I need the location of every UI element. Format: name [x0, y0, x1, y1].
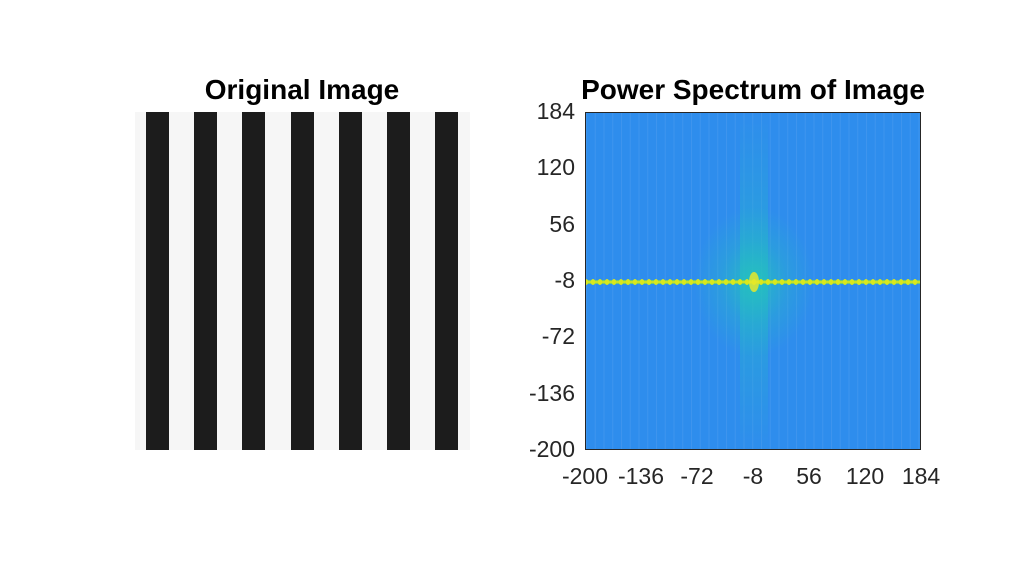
spectrum-peak — [793, 279, 799, 285]
spectrum-peak — [912, 279, 918, 285]
spectrum-peak — [590, 279, 596, 285]
spectrum-peak — [863, 279, 869, 285]
spectrum-peak — [814, 279, 820, 285]
spectrum-peak — [870, 279, 876, 285]
y-tick-label: 184 — [536, 98, 575, 124]
spectrum-peak — [765, 279, 771, 285]
spectrum-peak — [632, 279, 638, 285]
spectrum-peak — [884, 279, 890, 285]
spectrum-dc-peak — [749, 272, 759, 292]
spectrum-peak — [779, 279, 785, 285]
y-tick-label: -136 — [528, 379, 575, 406]
spectrum-peak — [667, 279, 673, 285]
spectrum-peak — [681, 279, 687, 285]
spectrum-peak — [905, 279, 911, 285]
stripe — [146, 112, 169, 450]
spectrum-peak — [716, 279, 722, 285]
x-tick-label: 184 — [901, 463, 941, 489]
y-tick-label: -72 — [541, 323, 575, 350]
spectrum-peak — [842, 279, 848, 285]
spectrum-peak — [821, 279, 827, 285]
y-tick-label: 120 — [536, 154, 575, 181]
stripe — [290, 112, 314, 450]
spectrum-peak — [856, 279, 862, 285]
spectrum-peak — [807, 279, 813, 285]
original-image-title: Original Image — [204, 74, 400, 105]
spectrum-peak — [758, 279, 764, 285]
spectrum-peak — [702, 279, 708, 285]
spectrum-peak — [597, 279, 603, 285]
spectrum-peak — [586, 279, 589, 285]
stripe — [338, 112, 362, 450]
spectrum-peak — [646, 279, 652, 285]
spectrum-peak — [744, 279, 750, 285]
stripe — [435, 112, 459, 450]
stripe — [387, 112, 410, 450]
spectrum-peak — [849, 279, 855, 285]
spectrum-peak — [772, 279, 778, 285]
stripe — [194, 112, 218, 450]
spectrum-peak — [877, 279, 883, 285]
spectrum-peak — [723, 279, 729, 285]
y-tick-label: 56 — [549, 210, 575, 237]
spectrum-peak — [786, 279, 792, 285]
spectrum-peak — [688, 279, 694, 285]
spectrum-peak — [653, 279, 659, 285]
y-tick-label: -200 — [528, 436, 575, 462]
spectrum-peak — [730, 279, 736, 285]
spectrum-peak — [891, 279, 897, 285]
spectrum-peak — [639, 279, 645, 285]
spectrum-peak — [898, 279, 904, 285]
spectrum-peak — [919, 280, 920, 284]
power-spectrum-panel — [585, 112, 921, 450]
spectrum-peak — [660, 279, 666, 285]
x-tick-label: -200 — [561, 463, 609, 489]
spectrum-peak — [800, 279, 806, 285]
x-tick-label: 56 — [796, 463, 822, 489]
spectrum-peak — [604, 279, 610, 285]
spectrum-peak — [625, 279, 631, 285]
spectrum-peak — [674, 279, 680, 285]
stripe — [242, 112, 266, 450]
spectrum-peak — [695, 279, 701, 285]
spectrum-peak — [611, 279, 617, 285]
spectrum-peak — [835, 279, 841, 285]
x-tick-label: -8 — [742, 463, 764, 489]
power-spectrum-heatmap — [586, 113, 920, 449]
power-spectrum-title: Power Spectrum of Image — [581, 74, 925, 105]
y-tick-label: -8 — [554, 267, 575, 293]
spectrum-peak — [709, 279, 715, 285]
original-image-panel — [135, 112, 470, 450]
x-tick-label: -136 — [617, 463, 665, 489]
spectrum-peak — [737, 279, 743, 285]
spectrum-peak — [618, 279, 624, 285]
x-tick-label: -72 — [680, 463, 714, 489]
x-tick-label: 120 — [845, 463, 885, 489]
spectrum-peak — [828, 279, 834, 285]
